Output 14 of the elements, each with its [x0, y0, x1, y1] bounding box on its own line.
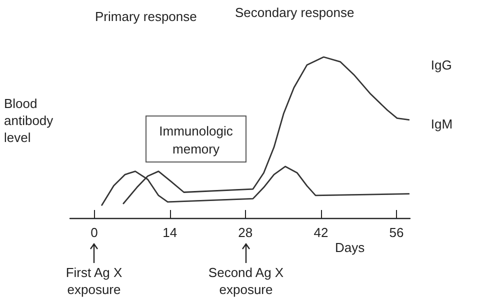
text: Primary response [95, 9, 197, 24]
x-tick-label: 0 [90, 225, 98, 240]
x-tick-label: 42 [314, 225, 328, 240]
text: IgM [430, 116, 453, 132]
y-axis-title: Blood antibody level [4, 96, 54, 145]
text: Secondary response [235, 5, 354, 20]
x-tick-label: 14 [162, 225, 178, 240]
text: IgG [430, 57, 452, 72]
x-axis-title: Days [334, 240, 366, 255]
x-tick-label: 56 [389, 225, 404, 240]
annotation: Immunologic memory [159, 124, 234, 156]
text: Second Ag X exposure [208, 265, 284, 297]
text: First Ag X exposure [66, 265, 122, 297]
x-tick-label: 28 [238, 225, 253, 240]
